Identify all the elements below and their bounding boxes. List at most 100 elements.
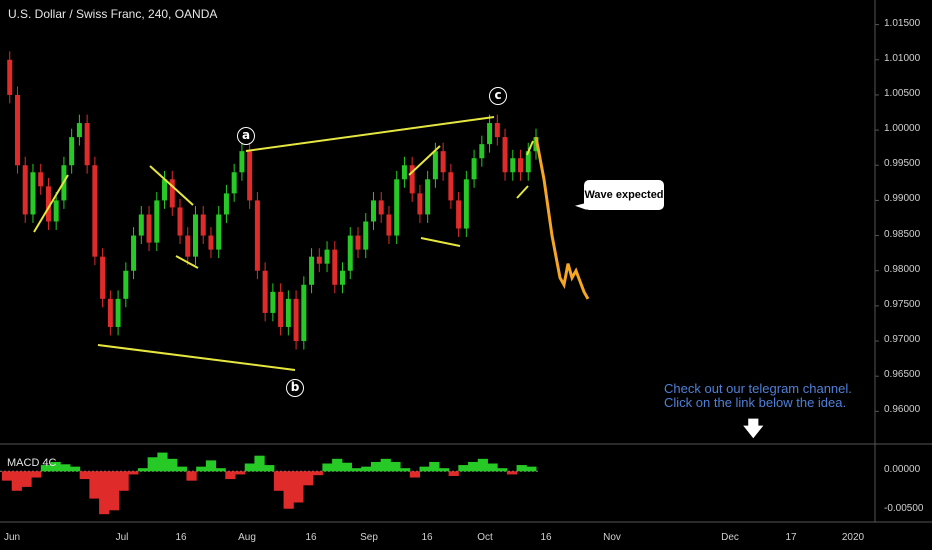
candle-body <box>487 123 493 145</box>
macd-bar <box>2 471 13 481</box>
macd-bar <box>118 471 129 491</box>
candle-body <box>293 298 299 342</box>
projection-line <box>534 136 590 300</box>
candle-body <box>146 214 152 243</box>
macd-bar <box>361 466 372 472</box>
macd-bar <box>79 471 90 480</box>
time-tick-label: 16 <box>175 532 187 543</box>
wave-label-a: a <box>237 127 255 145</box>
candle-body <box>456 200 462 229</box>
trendline <box>33 174 69 233</box>
candle-body <box>38 172 44 187</box>
macd-bar <box>283 471 294 509</box>
time-tick-label: Aug <box>238 532 256 543</box>
time-tick-label: Sep <box>360 532 378 543</box>
macd-bar <box>409 471 420 478</box>
macd-bar <box>157 452 168 472</box>
candle-body <box>463 179 469 229</box>
candle-body <box>138 214 144 236</box>
macd-bar <box>419 466 430 472</box>
candle-body <box>347 235 353 271</box>
candle-body <box>84 123 90 166</box>
time-tick-label: Nov <box>603 532 621 543</box>
price-tick-label: 0.97500 <box>884 298 921 310</box>
candle-body <box>370 200 376 222</box>
price-tick-label: 0.98500 <box>884 228 921 240</box>
candle-body <box>378 200 384 215</box>
candle-body <box>177 207 183 236</box>
candle-body <box>340 270 346 285</box>
time-tick-label: 16 <box>421 532 433 543</box>
candle-body <box>270 291 276 313</box>
price-tick-label: 0.96500 <box>884 369 921 381</box>
candle-body <box>425 179 431 215</box>
candle-body <box>239 151 245 173</box>
price-tick-label: 0.99000 <box>884 193 921 205</box>
candle-body <box>123 270 129 299</box>
candle-body <box>216 214 222 250</box>
candle-body <box>285 298 291 327</box>
time-tick-label: 16 <box>305 532 317 543</box>
macd-bar <box>196 466 207 472</box>
trendline <box>420 237 461 247</box>
price-tick-label: 0.97000 <box>884 334 921 346</box>
candle-body <box>200 214 206 236</box>
candle-body <box>107 298 113 327</box>
candle-body <box>432 151 438 180</box>
candle-body <box>363 221 369 250</box>
candle-body <box>309 256 315 285</box>
price-tick-label: 0.96000 <box>884 404 921 416</box>
telegram-promo: Check out our telegram channel. Click on… <box>664 382 852 410</box>
candle-body <box>502 137 508 173</box>
promo-line-2: Click on the link below the idea. <box>664 395 847 410</box>
price-tick-label: 1.01500 <box>884 17 921 29</box>
macd-bar <box>176 466 187 472</box>
candle-body <box>417 193 423 215</box>
candle-body <box>479 144 485 159</box>
macd-bar <box>506 471 518 475</box>
candle-body <box>471 158 477 180</box>
candle-body <box>401 165 407 180</box>
candle-body <box>518 158 524 173</box>
macd-bar <box>254 455 265 472</box>
macd-bar <box>332 458 343 472</box>
macd-bar <box>487 463 498 472</box>
macd-bar <box>477 458 488 472</box>
candle-body <box>185 235 191 257</box>
macd-bar <box>40 465 52 472</box>
candle-body <box>100 256 106 299</box>
macd-bar <box>60 464 71 472</box>
price-tick-label: 0.99500 <box>884 158 921 170</box>
symbol-title: U.S. Dollar / Swiss Franc, 240, OANDA <box>8 7 218 21</box>
macd-bar <box>312 471 323 476</box>
macd-bar <box>21 471 32 487</box>
macd-bar <box>205 460 217 472</box>
promo-line-1: Check out our telegram channel. <box>664 381 852 396</box>
macd-bar <box>370 461 382 472</box>
trendline <box>149 165 194 206</box>
candle-body <box>76 123 82 138</box>
trendline <box>526 140 534 156</box>
candle-body <box>525 151 531 173</box>
macd-bar <box>186 471 197 481</box>
macd-bar <box>400 468 411 472</box>
wave-expected-bubble: Wave expected <box>584 180 664 210</box>
candle-body <box>53 200 59 222</box>
trendline <box>245 116 495 152</box>
wave-label-b: b <box>286 379 304 397</box>
candle-body <box>7 59 13 95</box>
candle-body <box>278 291 284 327</box>
macd-bar <box>448 471 459 476</box>
time-tick-label: 2020 <box>841 532 865 543</box>
candle-body <box>324 249 330 264</box>
candle-body <box>494 123 500 138</box>
down-arrow-icon: 🡇 <box>743 418 764 440</box>
macd-bar <box>516 465 527 472</box>
candle-body <box>69 137 75 166</box>
candle-body <box>231 172 237 194</box>
time-tick-label: Oct <box>477 532 493 543</box>
macd-bar <box>264 465 275 472</box>
macd-bar <box>128 471 139 475</box>
